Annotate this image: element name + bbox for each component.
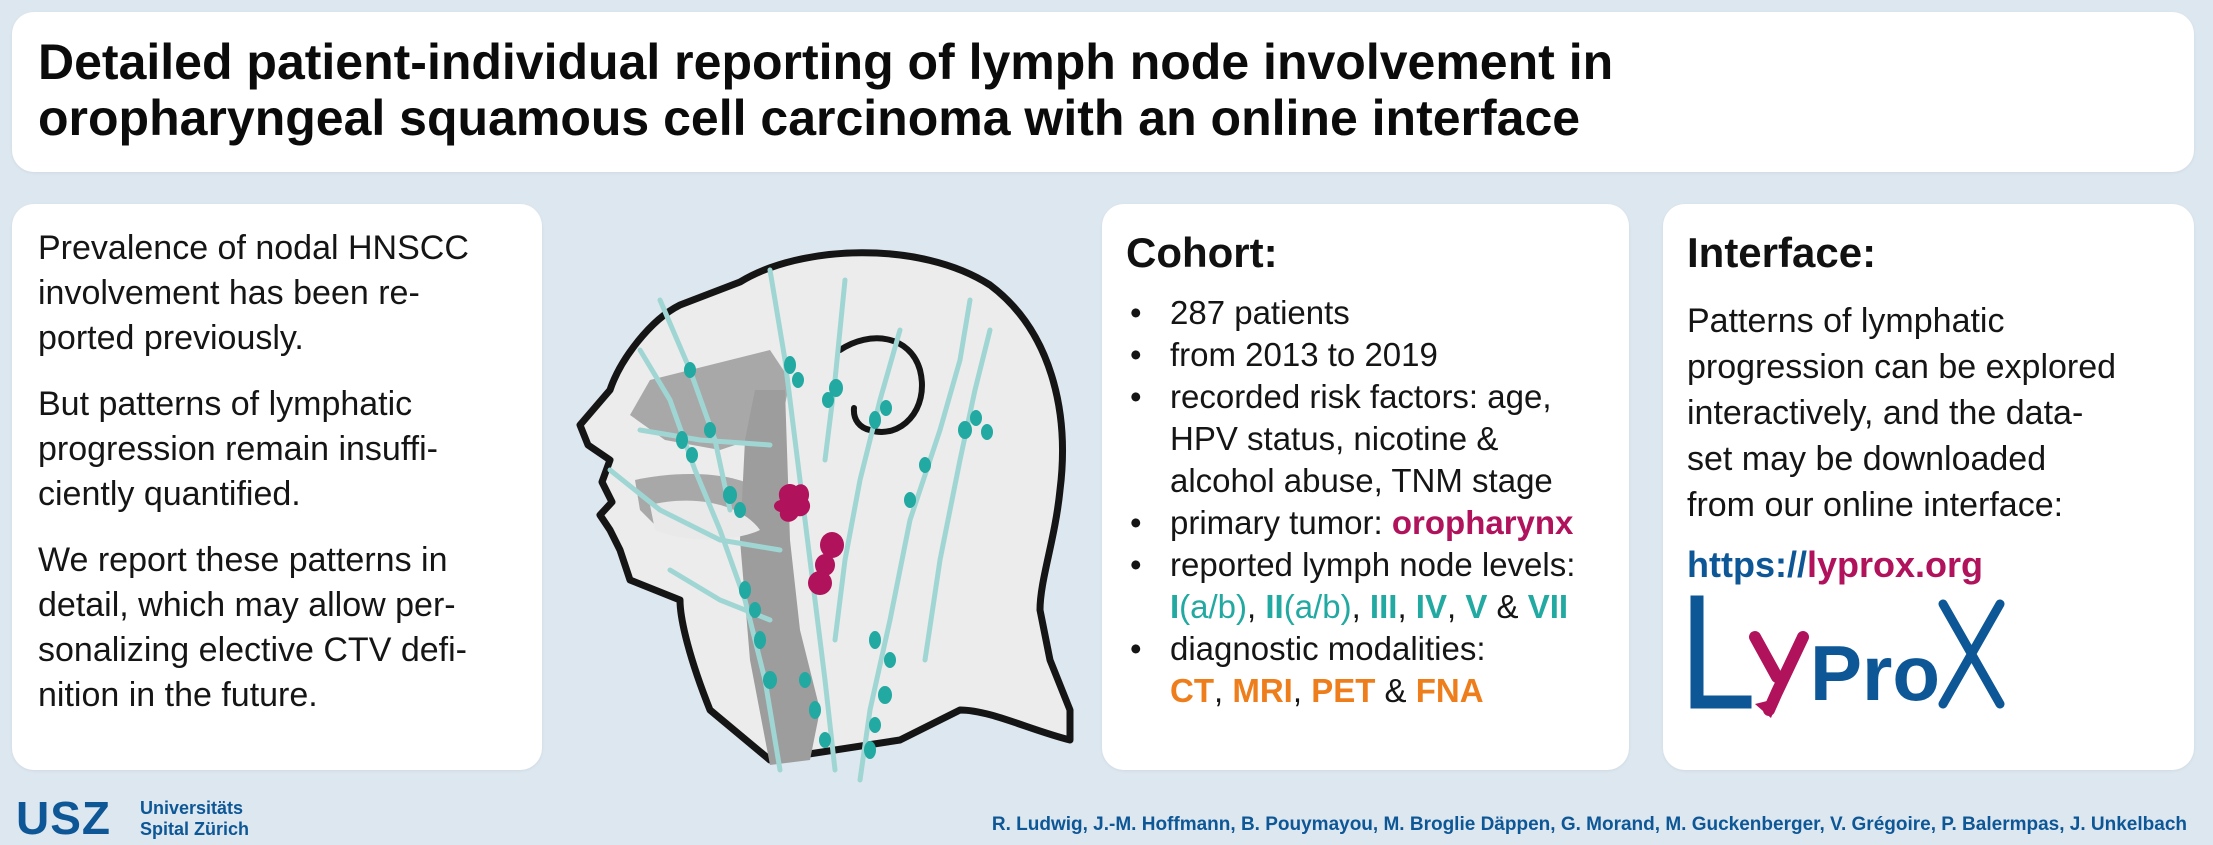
separator: &: [1375, 672, 1416, 709]
list-item: • recorded risk factors: age, HPV status…: [1126, 376, 1626, 502]
text-line: But patterns of lymphatic: [38, 385, 413, 423]
title-line-1: Detailed patient-individual reporting of…: [38, 34, 1614, 90]
text-line: Patterns of lymphatic: [1687, 302, 2005, 340]
interface-card: Interface: Patterns of lymphatic progres…: [1663, 204, 2194, 770]
lymph-nodes: [676, 356, 993, 759]
paragraph-patterns: But patterns of lymphatic progression re…: [38, 382, 528, 517]
separator: ,: [1292, 672, 1312, 709]
level-i-sub: (a/b): [1179, 588, 1248, 625]
text-line: involvement has been re-: [38, 274, 420, 312]
level-v: V: [1465, 588, 1488, 625]
url-domain: lyprox.org: [1806, 544, 1984, 585]
interface-heading: Interface:: [1687, 229, 1877, 276]
list-item: • 287 patients: [1126, 292, 1626, 334]
svg-text:Pro: Pro: [1810, 629, 1940, 717]
author-list: R. Ludwig, J.-M. Hoffmann, B. Pouymayou,…: [991, 814, 2187, 835]
separator: ,: [1397, 588, 1416, 625]
interface-description: Patterns of lymphatic progression can be…: [1687, 298, 2177, 528]
modalities-values: CT, MRI, PET & FNA: [1170, 670, 1626, 712]
usz-mark: USZ: [16, 792, 111, 844]
usz-name-line: Universitäts: [140, 798, 244, 818]
lyprox-logo: Pro: [1690, 595, 2005, 718]
primary-tumor: [774, 483, 811, 522]
separator: &: [1487, 588, 1528, 625]
year-range: from 2013 to 2019: [1170, 336, 1438, 373]
modality-fna: FNA: [1415, 672, 1484, 709]
list-item: • from 2013 to 2019: [1126, 334, 1626, 376]
separator: ,: [1351, 588, 1370, 625]
page-title: Detailed patient-individual reporting of…: [38, 34, 2178, 146]
lymph-levels-values: I(a/b), II(a/b), III, IV, V & VII: [1170, 586, 1626, 628]
level-i: I: [1170, 588, 1180, 625]
modality-ct: CT: [1170, 672, 1214, 709]
text-line: ciently quantified.: [38, 475, 301, 513]
text-line: detail, which may allow per-: [38, 586, 456, 624]
usz-name-line: Spital Zürich: [140, 819, 250, 839]
list-item: • diagnostic modalities: CT, MRI, PET & …: [1126, 628, 1626, 712]
lymph-levels-label: reported lymph node levels:: [1170, 546, 1576, 583]
text-line: set may be downloaded: [1687, 440, 2047, 478]
separator: ,: [1446, 588, 1466, 625]
lyprox-url-link[interactable]: https://lyprox.org: [1687, 544, 1983, 586]
head-neck-lymph-node-illustration: [576, 249, 1074, 783]
patients-count: 287 patients: [1170, 294, 1350, 331]
bullet: •: [1130, 630, 1142, 667]
primary-tumor-value: oropharynx: [1391, 504, 1574, 541]
cohort-heading: Cohort:: [1126, 229, 1278, 276]
primary-tumor-label: primary tumor:: [1170, 504, 1392, 541]
text-line: nition in the future.: [38, 676, 318, 714]
risk-factors-line: HPV status, nicotine &: [1170, 420, 1499, 457]
text-line: from our online interface:: [1687, 486, 2064, 524]
text-line: Prevalence of nodal HNSCC: [38, 229, 469, 267]
tongue: [650, 500, 760, 540]
bullet: •: [1130, 504, 1142, 541]
text-line: progression remain insuffi-: [38, 430, 438, 468]
separator: ,: [1214, 672, 1233, 709]
url-prefix: https://: [1687, 544, 1807, 585]
background-card: Prevalence of nodal HNSCC involvement ha…: [12, 204, 542, 770]
paragraph-prevalence: Prevalence of nodal HNSCC involvement ha…: [38, 226, 528, 361]
level-vii: VII: [1527, 588, 1569, 625]
list-item: • reported lymph node levels: I(a/b), II…: [1126, 544, 1626, 628]
text-line: progression can be explored: [1687, 348, 2117, 386]
risk-factors-line: alcohol abuse, TNM stage: [1170, 462, 1553, 499]
level-iv: IV: [1415, 588, 1447, 625]
cohort-card: Cohort: • 287 patients • from 2013 to 20…: [1102, 204, 1629, 770]
modalities-label: diagnostic modalities:: [1170, 630, 1486, 667]
tumor-and-involved-nodes: [774, 483, 844, 595]
usz-logo: USZ Universitäts Spital Zürich: [16, 794, 276, 842]
ear-outline: [837, 335, 925, 435]
modality-mri: MRI: [1232, 672, 1293, 709]
bullet: •: [1130, 546, 1142, 583]
cohort-list: • 287 patients • from 2013 to 2019 • rec…: [1126, 292, 1626, 712]
level-ii-sub: (a/b): [1283, 588, 1352, 625]
title-card: Detailed patient-individual reporting of…: [12, 12, 2194, 172]
text-line: We report these patterns in: [38, 541, 448, 579]
pharynx: [740, 390, 820, 765]
modality-pet: PET: [1311, 672, 1376, 709]
separator: ,: [1247, 588, 1266, 625]
bullet: •: [1130, 294, 1142, 331]
level-iii: III: [1369, 588, 1398, 625]
text-line: ported previously.: [38, 319, 304, 357]
level-ii: II: [1265, 588, 1284, 625]
text-line: interactively, and the data-: [1687, 394, 2084, 432]
bullet: •: [1130, 336, 1142, 373]
title-line-2: oropharyngeal squamous cell carcinoma wi…: [38, 90, 1581, 146]
text-line: sonalizing elective CTV defi-: [38, 631, 467, 669]
risk-factors-line: recorded risk factors: age,: [1170, 378, 1552, 415]
paragraph-report: We report these patterns in detail, whic…: [38, 538, 528, 718]
list-item: • primary tumor: oropharynx: [1126, 502, 1626, 544]
bullet: •: [1130, 378, 1142, 415]
usz-name: Universitäts Spital Zürich: [140, 798, 249, 840]
